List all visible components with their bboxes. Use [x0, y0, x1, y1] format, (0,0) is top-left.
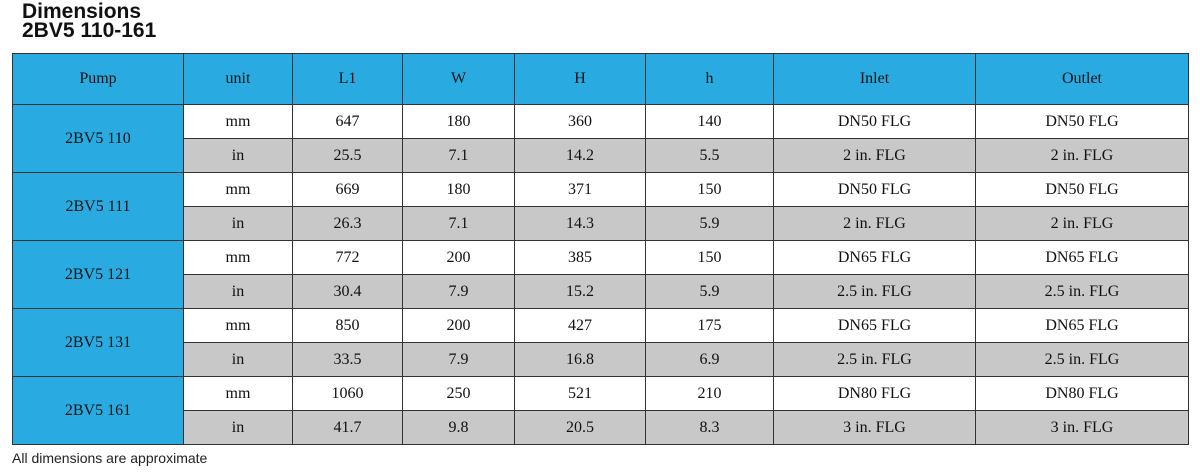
cell: in — [183, 342, 293, 377]
cell: 2.5 in. FLG — [975, 274, 1189, 309]
cell: 14.3 — [514, 206, 646, 241]
cell: mm — [183, 172, 293, 207]
title: Dimensions — [22, 0, 142, 23]
cell: DN50 FLG — [773, 172, 976, 207]
cell: 360 — [514, 104, 646, 139]
cell: 14.2 — [514, 138, 646, 173]
cell: 669 — [292, 172, 403, 207]
cell: 180 — [402, 172, 515, 207]
cell: mm — [183, 376, 293, 411]
cell: DN50 FLG — [975, 172, 1189, 207]
cell: in — [183, 274, 293, 309]
cell: 5.9 — [645, 206, 774, 241]
cell: 150 — [645, 172, 774, 207]
cell: 140 — [645, 104, 774, 139]
column-header: Pump — [12, 53, 184, 105]
table-row: in 30.4 7.9 15.2 5.9 2.5 in. FLG 2.5 in. FLG — [13, 274, 1189, 309]
cell: 427 — [514, 308, 646, 343]
cell: mm — [183, 240, 293, 275]
table-row: 2BV5 121 mm 772 200 385 150 DN65 FLG DN65 FLG — [12, 240, 1189, 309]
cell: 175 — [645, 308, 774, 343]
cell: 7.1 — [402, 206, 515, 241]
cell: 30.4 — [292, 274, 403, 309]
cell: 772 — [292, 240, 403, 275]
table-row: in 41.7 9.8 20.5 8.3 3 in. FLG 3 in. FLG — [13, 410, 1189, 445]
table-row: in 33.5 7.9 16.8 6.9 2.5 in. FLG 2.5 in. FLG — [13, 342, 1189, 377]
pump-cell: 2BV5 111 — [12, 172, 184, 241]
cell: 8.3 — [645, 410, 774, 445]
cell: 41.7 — [292, 410, 403, 445]
cell: 26.3 — [292, 206, 403, 241]
table-row: 2BV5 111 mm 669 180 371 150 DN50 FLG DN50 FLG — [12, 172, 1189, 241]
column-header: W — [402, 53, 515, 105]
cell: 33.5 — [292, 342, 403, 377]
column-header: unit — [183, 53, 293, 105]
cell: 200 — [402, 308, 515, 343]
footnote: All dimensions are approximate — [12, 450, 208, 466]
cell: 2.5 in. FLG — [773, 274, 976, 309]
cell: in — [183, 138, 293, 173]
cell: 9.8 — [402, 410, 515, 445]
cell: DN50 FLG — [975, 104, 1189, 139]
cell: 647 — [292, 104, 403, 139]
cell: 371 — [514, 172, 646, 207]
cell: 15.2 — [514, 274, 646, 309]
column-header: Outlet — [975, 53, 1189, 105]
cell: 7.1 — [402, 138, 515, 173]
column-header: Inlet — [773, 53, 976, 105]
table-row: 2BV5 110 mm 647 180 360 140 DN50 FLG DN50 FLG — [12, 104, 1189, 173]
cell: 7.9 — [402, 274, 515, 309]
subtitle: 2BV5 110-161 — [22, 19, 157, 42]
cell: 180 — [402, 104, 515, 139]
cell: mm — [183, 104, 293, 139]
cell: 2.5 in. FLG — [975, 342, 1189, 377]
table-row: in 26.3 7.1 14.3 5.9 2 in. FLG 2 in. FLG — [13, 206, 1189, 241]
cell: 3 in. FLG — [975, 410, 1189, 445]
cell: 2 in. FLG — [773, 138, 976, 173]
cell: DN80 FLG — [773, 376, 976, 411]
cell: in — [183, 206, 293, 241]
pump-cell: 2BV5 161 — [12, 376, 184, 445]
cell: 210 — [645, 376, 774, 411]
cell: 2 in. FLG — [975, 206, 1189, 241]
cell: DN65 FLG — [773, 240, 976, 275]
cell: DN65 FLG — [773, 308, 976, 343]
cell: 521 — [514, 376, 646, 411]
cell: 150 — [645, 240, 774, 275]
cell: 20.5 — [514, 410, 646, 445]
cell: 250 — [402, 376, 515, 411]
table-row: 2BV5 131 mm 850 200 427 175 DN65 FLG DN65 FLG — [12, 308, 1189, 377]
cell: 5.9 — [645, 274, 774, 309]
pump-cell: 2BV5 110 — [12, 104, 184, 173]
cell: 2 in. FLG — [773, 206, 976, 241]
cell: mm — [183, 308, 293, 343]
column-header: h — [645, 53, 774, 105]
cell: DN50 FLG — [773, 104, 976, 139]
pump-cell: 2BV5 131 — [12, 308, 184, 377]
cell: 16.8 — [514, 342, 646, 377]
cell: DN65 FLG — [975, 240, 1189, 275]
cell: 1060 — [292, 376, 403, 411]
cell: 5.5 — [645, 138, 774, 173]
column-header: H — [514, 53, 646, 105]
cell: 2 in. FLG — [975, 138, 1189, 173]
cell: 200 — [402, 240, 515, 275]
cell: in — [183, 410, 293, 445]
column-header: L1 — [292, 53, 403, 105]
table-row: in 25.5 7.1 14.2 5.5 2 in. FLG 2 in. FLG — [13, 138, 1189, 173]
cell: 385 — [514, 240, 646, 275]
cell: DN80 FLG — [975, 376, 1189, 411]
table-row: 2BV5 161 mm 1060 250 521 210 DN80 FLG DN80 FLG — [12, 376, 1189, 445]
cell: 7.9 — [402, 342, 515, 377]
cell: 6.9 — [645, 342, 774, 377]
cell: DN65 FLG — [975, 308, 1189, 343]
cell: 2.5 in. FLG — [773, 342, 976, 377]
cell: 3 in. FLG — [773, 410, 976, 445]
pump-cell: 2BV5 121 — [12, 240, 184, 309]
cell: 850 — [292, 308, 403, 343]
cell: 25.5 — [292, 138, 403, 173]
